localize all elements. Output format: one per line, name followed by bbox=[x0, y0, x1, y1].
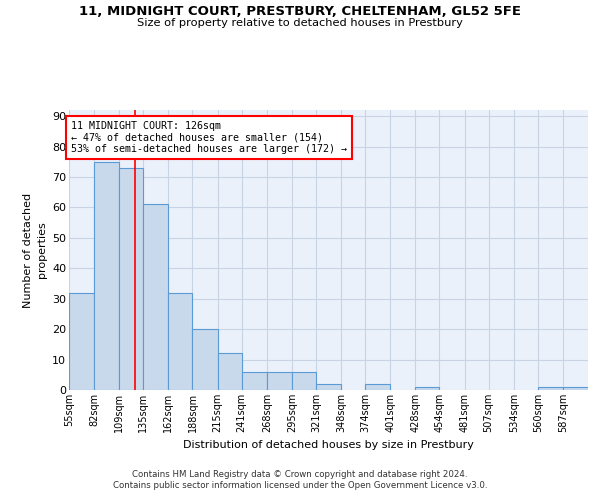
Bar bbox=[563, 387, 588, 390]
Bar bbox=[169, 292, 193, 390]
Bar bbox=[218, 354, 242, 390]
Bar bbox=[193, 329, 218, 390]
Bar bbox=[119, 168, 143, 390]
Bar bbox=[242, 372, 267, 390]
Text: Contains public sector information licensed under the Open Government Licence v3: Contains public sector information licen… bbox=[113, 481, 487, 490]
Text: Size of property relative to detached houses in Prestbury: Size of property relative to detached ho… bbox=[137, 18, 463, 28]
Text: 11, MIDNIGHT COURT, PRESTBURY, CHELTENHAM, GL52 5FE: 11, MIDNIGHT COURT, PRESTBURY, CHELTENHA… bbox=[79, 5, 521, 18]
Bar bbox=[415, 387, 439, 390]
Bar bbox=[69, 292, 94, 390]
Bar bbox=[538, 387, 563, 390]
Bar bbox=[267, 372, 292, 390]
Bar bbox=[292, 372, 316, 390]
Text: Contains HM Land Registry data © Crown copyright and database right 2024.: Contains HM Land Registry data © Crown c… bbox=[132, 470, 468, 479]
Bar bbox=[365, 384, 390, 390]
Bar bbox=[143, 204, 169, 390]
Bar bbox=[316, 384, 341, 390]
X-axis label: Distribution of detached houses by size in Prestbury: Distribution of detached houses by size … bbox=[183, 440, 474, 450]
Text: 11 MIDNIGHT COURT: 126sqm
← 47% of detached houses are smaller (154)
53% of semi: 11 MIDNIGHT COURT: 126sqm ← 47% of detac… bbox=[71, 120, 347, 154]
Y-axis label: Number of detached
properties: Number of detached properties bbox=[23, 192, 47, 308]
Bar bbox=[94, 162, 119, 390]
